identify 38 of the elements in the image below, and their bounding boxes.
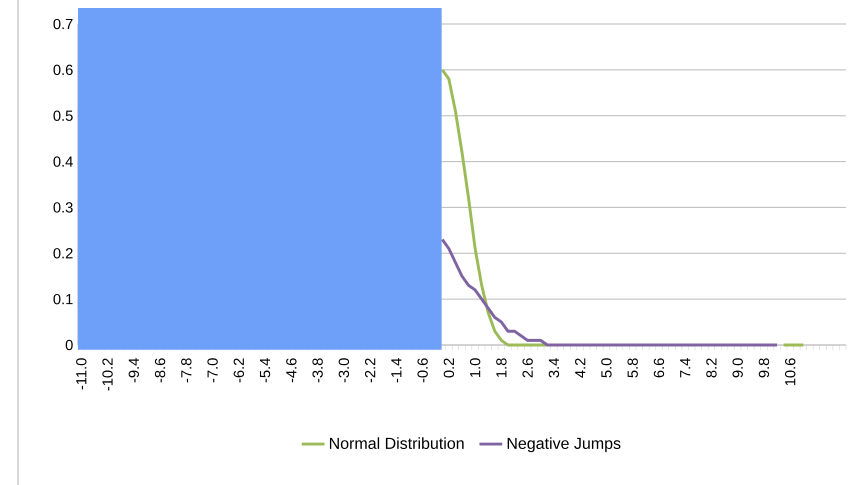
x-tick-label: -6.2 [234,358,244,382]
y-tick-label: 0.1 [53,294,73,304]
y-tick-label: 0.3 [53,202,73,213]
x-tick-label: -3.8 [312,358,323,382]
y-tick-label: 0.7 [53,18,73,30]
x-tick-label: 0.2 [444,358,454,378]
x-tick-label: 9.0 [732,358,743,378]
x-tick-label: 1.8 [496,358,507,377]
x-tick-label: -3.0 [338,358,350,382]
y-tick-label: 0.2 [53,248,73,258]
x-tick-label: 1.0 [470,358,480,377]
x-tick-label: -9.4 [128,358,139,382]
x-tick-label: -8.6 [154,358,166,382]
x-tick-label: 3.4 [548,358,560,378]
x-tick-label: 8.2 [706,358,717,378]
x-tick-label: 5.8 [627,358,638,378]
x-tick-label: 10.6 [785,358,796,386]
x-tick-label: -7.0 [207,358,218,382]
legend-label: Negative Jumps [508,437,620,452]
x-tick-label: -10.2 [102,358,113,390]
x-tick-label: -2.2 [365,358,376,382]
x-tick-label: -11.0 [76,358,86,390]
x-tick-label: -5.4 [260,358,270,382]
x-tick-label: 4.2 [575,358,586,378]
x-tick-label: 5.0 [601,358,612,378]
x-tick-label: 7.4 [680,358,690,378]
y-tick-label: 0.5 [53,110,73,121]
x-tick-label: -7.8 [181,358,192,382]
x-tick-label: 9.8 [758,358,770,378]
x-tick-label: -1.4 [391,358,402,382]
x-tick-label: 6.6 [654,358,664,378]
x-tick-label: 2.6 [522,358,533,378]
y-tick-label: 0.4 [53,156,73,167]
x-tick-label: -4.6 [286,358,297,382]
y-tick-label: 0.6 [53,64,73,76]
y-tick-label: 0 [66,340,73,350]
x-tick-label: -0.6 [417,358,428,382]
legend-label: Normal Distribution [330,437,464,449]
